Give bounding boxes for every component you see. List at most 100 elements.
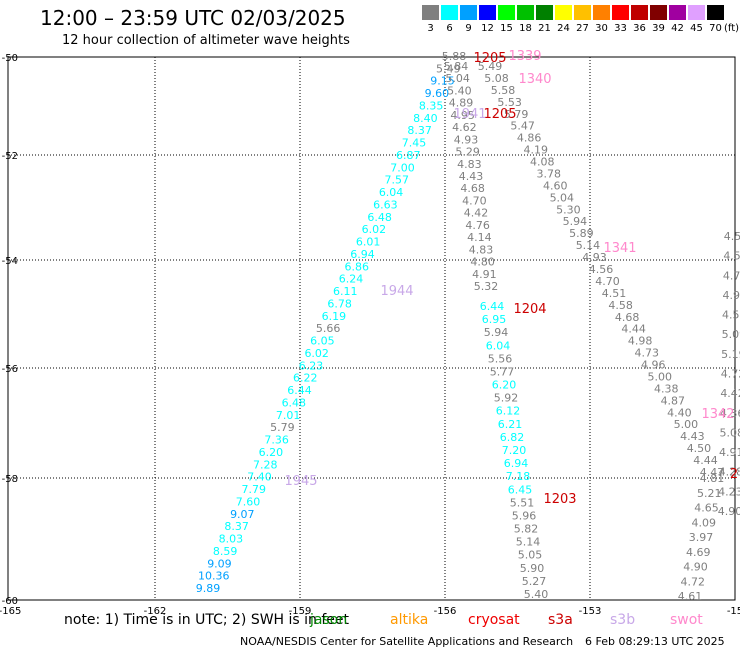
wave-height-value: 6.01 bbox=[356, 236, 381, 249]
pass-time-label: 1340 bbox=[518, 72, 551, 87]
wave-height-value: 4.81 bbox=[700, 472, 725, 485]
wave-height-value: 6.04 bbox=[486, 339, 511, 352]
wave-height-value: 7.79 bbox=[242, 483, 267, 496]
pass-time-label: 1205 bbox=[483, 107, 516, 122]
wave-height-value: 5.30 bbox=[556, 203, 581, 216]
wave-height-value: 6.44 bbox=[480, 300, 505, 313]
wave-height-value: 5.88 bbox=[442, 50, 467, 63]
wave-height-value: 4.72 bbox=[681, 575, 706, 588]
scale-label: 3 bbox=[427, 23, 434, 34]
wave-height-value: 5.94 bbox=[563, 215, 588, 228]
longitude-tick-label: -156 bbox=[434, 606, 457, 617]
wave-height-value: 4.62 bbox=[452, 121, 477, 134]
wave-height-value: 6.45 bbox=[508, 483, 533, 496]
scale-swatch bbox=[460, 5, 477, 20]
pass-time-label: 1944 bbox=[380, 284, 413, 299]
map-frame bbox=[7, 56, 736, 601]
wave-height-value: 6.21 bbox=[498, 418, 523, 431]
latitude-tick-label: -54 bbox=[2, 256, 18, 267]
wave-height-value: 4.96 bbox=[641, 359, 666, 372]
wave-height-value: 5.19 bbox=[721, 348, 740, 361]
wave-height-value: 5.96 bbox=[512, 509, 537, 522]
wave-height-value: 4.44 bbox=[693, 454, 718, 467]
wave-height-value: 6.86 bbox=[344, 260, 369, 273]
wave-height-value: 8.35 bbox=[419, 99, 444, 112]
scale-swatch bbox=[593, 5, 610, 20]
scale-swatch bbox=[441, 5, 458, 20]
wave-height-value: 7.36 bbox=[264, 434, 289, 447]
wave-height-value: 5.90 bbox=[520, 562, 545, 575]
wave-height-value: 5.84 bbox=[444, 60, 469, 73]
wave-height-value: 6.87 bbox=[396, 149, 421, 162]
wave-height-value: 7.60 bbox=[236, 495, 261, 508]
wave-height-value: 9.09 bbox=[207, 557, 232, 570]
wave-height-value: 4.56 bbox=[589, 263, 614, 276]
scale-swatch bbox=[707, 5, 724, 20]
map-subtitle: 12 hour collection of altimeter wave hei… bbox=[62, 33, 350, 48]
wave-height-value: 3.78 bbox=[537, 167, 562, 180]
scale-swatch bbox=[536, 5, 553, 20]
wave-height-value: 4.68 bbox=[460, 182, 485, 195]
wave-height-value: 5.82 bbox=[514, 523, 539, 536]
wave-height-value: 3.97 bbox=[689, 531, 714, 544]
wave-height-value: 4.91 bbox=[472, 268, 497, 281]
wave-height-value: 5.27 bbox=[522, 575, 547, 588]
pass-time-label: 1203 bbox=[543, 492, 576, 507]
satellite-legend-item: altika bbox=[390, 612, 429, 628]
scale-swatch bbox=[479, 5, 496, 20]
longitude-tick-label: -15 bbox=[727, 606, 740, 617]
wave-height-value: 4.69 bbox=[686, 546, 711, 559]
wave-height-value: 4.65 bbox=[694, 502, 719, 515]
wave-height-value: 6.02 bbox=[362, 223, 387, 236]
wave-height-value: 4.83 bbox=[469, 243, 494, 256]
wave-height-value: 6.94 bbox=[504, 457, 529, 470]
scale-label: 18 bbox=[519, 23, 532, 34]
wave-height-value: 4.08 bbox=[530, 156, 555, 169]
wave-height-value: 5.00 bbox=[674, 418, 699, 431]
wave-height-value: 4.47 bbox=[700, 466, 725, 479]
wave-height-value: 5.04 bbox=[550, 191, 575, 204]
wave-height-value: 4.44 bbox=[621, 323, 646, 336]
wave-height-value: 4.73 bbox=[634, 347, 659, 360]
wave-height-value: 5.08 bbox=[484, 72, 509, 85]
wave-height-value: 4.60 bbox=[543, 179, 568, 192]
wave-height-value: 5.66 bbox=[316, 322, 341, 335]
wave-height-value: 5.94 bbox=[484, 326, 509, 339]
wave-height-value: 5.92 bbox=[494, 392, 519, 405]
wave-height-value: 7.00 bbox=[390, 161, 415, 174]
scale-swatch bbox=[612, 5, 629, 20]
wave-height-value: 5.49 bbox=[436, 62, 461, 75]
wave-height-value: 4.70 bbox=[462, 194, 487, 207]
scale-label: 24 bbox=[557, 23, 570, 34]
wave-height-value: 9.60 bbox=[425, 87, 450, 100]
wave-height-value: 5.21 bbox=[697, 487, 722, 500]
wave-height-value: 4.90 bbox=[683, 561, 708, 574]
wave-height-value: 6.63 bbox=[373, 198, 398, 211]
wave-height-value: 5.49 bbox=[478, 60, 503, 73]
scale-label: 27 bbox=[576, 23, 589, 34]
satellite-legend-item: swot bbox=[670, 612, 703, 628]
wave-height-value: 5.58 bbox=[491, 84, 516, 97]
scale-swatch bbox=[574, 5, 591, 20]
wave-height-value: 4.43 bbox=[680, 430, 705, 443]
wave-height-value: 5.29 bbox=[455, 146, 480, 159]
wave-height-value: 4.42 bbox=[720, 387, 740, 400]
wave-height-value: 7.20 bbox=[502, 444, 527, 457]
pass-time-label: 1945 bbox=[284, 474, 317, 489]
satellite-legend-item: s3b bbox=[610, 612, 636, 628]
wave-height-value: 5.09 bbox=[722, 328, 740, 341]
footer-note: note: 1) Time is in UTC; 2) SWH is in fe… bbox=[64, 612, 350, 628]
wave-height-value: 7.28 bbox=[253, 458, 278, 471]
longitude-tick-label: -153 bbox=[579, 606, 602, 617]
scale-swatch bbox=[517, 5, 534, 20]
scale-label: 36 bbox=[633, 23, 646, 34]
pass-time-label: 2 bbox=[730, 467, 738, 482]
wave-height-value: 4.95 bbox=[450, 109, 475, 122]
wave-height-value: 4.89 bbox=[449, 97, 474, 110]
map-title: 12:00 – 23:59 UTC 02/03/2025 bbox=[40, 6, 346, 30]
wave-height-value: 4.23 bbox=[718, 485, 740, 498]
wave-height-value: 4.76 bbox=[465, 219, 490, 232]
satellite-legend-item: cryosat bbox=[468, 612, 520, 628]
wave-height-value: 10.36 bbox=[198, 570, 230, 583]
